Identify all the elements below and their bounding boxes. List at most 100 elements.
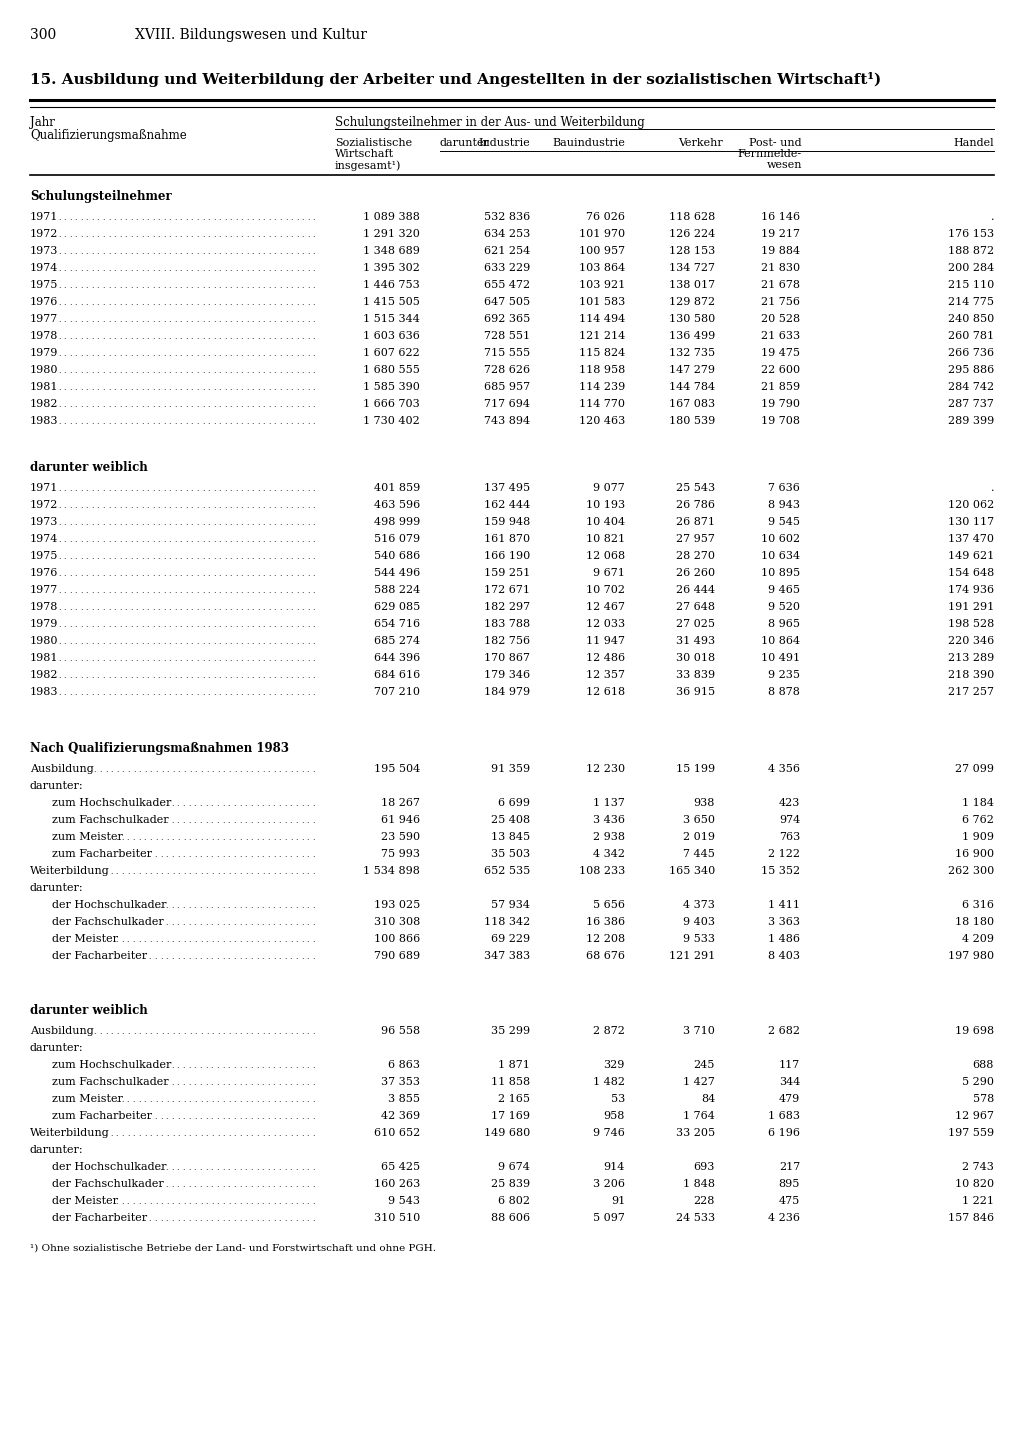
- Text: .: .: [96, 334, 99, 341]
- Text: .: .: [245, 1061, 247, 1070]
- Text: .: .: [132, 1198, 135, 1206]
- Text: .: .: [208, 215, 210, 222]
- Text: .: .: [224, 215, 226, 222]
- Text: .: .: [63, 299, 66, 307]
- Text: .: .: [256, 1180, 258, 1189]
- Text: 26 444: 26 444: [676, 584, 715, 594]
- Text: .: .: [163, 689, 166, 697]
- Text: .: .: [58, 334, 60, 341]
- Text: .: .: [80, 552, 83, 561]
- Text: .: .: [312, 536, 314, 544]
- Text: .: .: [301, 1164, 303, 1172]
- Text: .: .: [194, 1180, 196, 1189]
- Text: .: .: [241, 570, 243, 579]
- Text: .: .: [213, 418, 215, 426]
- Text: .: .: [169, 536, 171, 544]
- Text: .: .: [200, 919, 202, 927]
- Text: .: .: [273, 265, 276, 273]
- Text: .: .: [91, 334, 93, 341]
- Text: .: .: [233, 1114, 236, 1121]
- Text: .: .: [211, 1079, 213, 1088]
- Text: .: .: [150, 869, 152, 876]
- Text: .: .: [102, 384, 104, 392]
- Text: .: .: [301, 570, 304, 579]
- Text: .: .: [96, 605, 99, 612]
- Text: .: .: [312, 418, 314, 426]
- Text: .: .: [124, 655, 127, 663]
- Text: .: .: [75, 552, 77, 561]
- Text: .: .: [216, 1164, 218, 1172]
- Text: .: .: [213, 402, 215, 409]
- Text: .: .: [190, 418, 194, 426]
- Text: .: .: [108, 621, 111, 629]
- Text: .: .: [143, 953, 145, 961]
- Text: .: .: [161, 869, 163, 876]
- Text: .: .: [169, 316, 171, 323]
- Text: .: .: [119, 215, 121, 222]
- Text: .: .: [291, 316, 293, 323]
- Text: .: .: [108, 536, 111, 544]
- Text: .: .: [236, 621, 238, 629]
- Text: .: .: [146, 655, 148, 663]
- Text: .: .: [272, 851, 275, 858]
- Text: 182 297: 182 297: [484, 602, 530, 612]
- Text: .: .: [130, 655, 132, 663]
- Text: .: .: [119, 587, 121, 594]
- Text: .: .: [257, 671, 259, 680]
- Text: 1978: 1978: [30, 331, 58, 341]
- Text: .: .: [148, 1215, 151, 1222]
- Text: .: .: [307, 384, 309, 392]
- Text: .: .: [202, 484, 204, 493]
- Text: .: .: [154, 919, 157, 927]
- Text: .: .: [241, 502, 243, 510]
- Text: 763: 763: [778, 832, 800, 842]
- Text: .: .: [284, 816, 287, 825]
- Text: 16 386: 16 386: [586, 916, 625, 927]
- Text: .: .: [121, 1096, 124, 1103]
- Text: .: .: [69, 484, 72, 493]
- Text: .: .: [241, 689, 243, 697]
- Text: .: .: [213, 231, 215, 239]
- Text: .: .: [179, 418, 182, 426]
- Text: .: .: [188, 1198, 191, 1206]
- Text: .: .: [116, 1096, 118, 1103]
- Text: .: .: [268, 605, 270, 612]
- Text: .: .: [213, 638, 215, 647]
- Text: .: .: [202, 367, 204, 376]
- Text: .: .: [171, 902, 173, 911]
- Text: .: .: [273, 834, 275, 842]
- Text: Jahr: Jahr: [30, 116, 55, 129]
- Text: .: .: [211, 902, 213, 911]
- Text: .: .: [154, 1164, 157, 1172]
- Text: .: .: [91, 621, 93, 629]
- Text: .: .: [252, 215, 254, 222]
- Text: .: .: [91, 281, 93, 290]
- Text: .: .: [222, 1164, 224, 1172]
- Text: 7 445: 7 445: [683, 850, 715, 858]
- Text: .: .: [122, 1130, 124, 1138]
- Text: .: .: [307, 519, 309, 526]
- Text: .: .: [143, 834, 146, 842]
- Text: .: .: [58, 536, 60, 544]
- Text: .: .: [267, 937, 269, 944]
- Text: .: .: [200, 902, 202, 911]
- Text: .: .: [268, 248, 270, 257]
- Text: .: .: [222, 1198, 224, 1206]
- Text: .: .: [130, 215, 132, 222]
- Text: .: .: [160, 919, 162, 927]
- Text: .: .: [116, 869, 118, 876]
- Text: .: .: [245, 800, 247, 808]
- Text: .: .: [257, 605, 259, 612]
- Text: .: .: [252, 519, 254, 526]
- Text: .: .: [135, 334, 138, 341]
- Text: .: .: [280, 671, 282, 680]
- Text: .: .: [75, 334, 77, 341]
- Text: .: .: [169, 570, 171, 579]
- Text: .: .: [135, 418, 138, 426]
- Text: .: .: [218, 502, 221, 510]
- Text: .: .: [177, 1215, 179, 1222]
- Text: .: .: [102, 231, 104, 239]
- Text: .: .: [188, 902, 190, 911]
- Text: .: .: [285, 1096, 287, 1103]
- Text: .: .: [205, 1180, 207, 1189]
